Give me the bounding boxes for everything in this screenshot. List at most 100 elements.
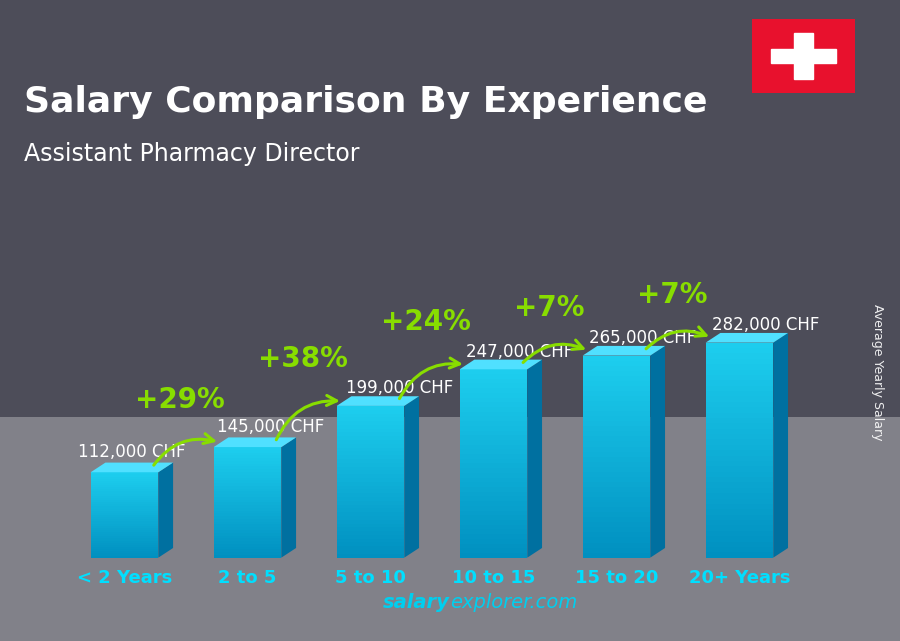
Bar	[337, 538, 404, 542]
Text: +29%: +29%	[135, 386, 225, 413]
Bar	[460, 454, 527, 459]
Bar	[582, 366, 651, 370]
Bar	[460, 388, 527, 393]
Bar	[213, 528, 282, 530]
Bar	[582, 528, 651, 533]
Bar	[213, 524, 282, 528]
Bar	[91, 551, 158, 553]
Bar	[337, 516, 404, 520]
Bar	[337, 524, 404, 528]
Bar	[337, 531, 404, 535]
Bar	[460, 397, 527, 403]
Bar	[213, 450, 282, 453]
Bar	[337, 478, 404, 482]
Bar	[91, 472, 158, 474]
Bar	[460, 553, 527, 558]
Bar	[582, 396, 651, 401]
Bar	[91, 532, 158, 534]
Bar	[460, 534, 527, 539]
Bar	[706, 429, 773, 434]
Bar	[582, 497, 651, 502]
Bar	[337, 429, 404, 433]
Bar	[582, 487, 651, 492]
Bar	[460, 393, 527, 397]
Bar	[213, 544, 282, 547]
Bar	[213, 455, 282, 458]
Bar	[91, 538, 158, 540]
Bar	[582, 472, 651, 477]
Text: Average Yearly Salary: Average Yearly Salary	[871, 304, 884, 440]
Bar	[460, 369, 527, 374]
Bar	[213, 472, 282, 475]
Bar	[460, 496, 527, 501]
Bar	[582, 442, 651, 447]
Bar	[706, 483, 773, 488]
Text: +24%: +24%	[381, 308, 471, 336]
Bar	[337, 474, 404, 478]
Bar	[582, 456, 651, 462]
Bar	[213, 499, 282, 503]
Polygon shape	[460, 360, 542, 369]
Bar	[582, 391, 651, 396]
Polygon shape	[337, 396, 419, 406]
Bar	[213, 533, 282, 535]
Polygon shape	[404, 396, 419, 558]
Bar	[460, 421, 527, 426]
Bar	[706, 423, 773, 429]
Bar	[582, 512, 651, 517]
Bar	[337, 440, 404, 444]
Bar	[91, 500, 158, 502]
Bar	[91, 549, 158, 551]
Bar	[91, 483, 158, 485]
Bar	[337, 410, 404, 413]
Bar	[460, 544, 527, 548]
Bar	[706, 472, 773, 477]
Bar	[91, 479, 158, 481]
Polygon shape	[158, 463, 173, 558]
Bar	[337, 451, 404, 455]
Bar	[706, 536, 773, 542]
Text: 199,000 CHF: 199,000 CHF	[346, 379, 453, 397]
Bar	[337, 554, 404, 558]
Bar	[91, 530, 158, 532]
Bar	[91, 508, 158, 511]
Bar	[91, 553, 158, 556]
Bar	[337, 504, 404, 508]
Bar	[337, 520, 404, 524]
Bar	[582, 451, 651, 456]
Bar	[582, 467, 651, 472]
Bar	[213, 463, 282, 467]
Bar	[582, 542, 651, 547]
Bar	[706, 418, 773, 423]
Bar	[91, 540, 158, 543]
Bar	[337, 413, 404, 417]
Bar	[213, 480, 282, 483]
Bar	[582, 421, 651, 426]
Bar	[460, 383, 527, 388]
Bar	[706, 402, 773, 407]
Bar	[460, 374, 527, 379]
Bar	[460, 520, 527, 525]
Bar	[582, 431, 651, 437]
Bar	[460, 482, 527, 487]
Bar	[706, 413, 773, 418]
Polygon shape	[282, 437, 296, 558]
Bar	[213, 447, 282, 450]
Bar	[582, 477, 651, 482]
Text: salary: salary	[383, 593, 450, 612]
Bar	[213, 503, 282, 505]
Text: 112,000 CHF: 112,000 CHF	[77, 442, 185, 461]
Bar	[337, 447, 404, 451]
Bar	[460, 539, 527, 544]
Bar	[337, 467, 404, 470]
Bar	[460, 426, 527, 431]
Bar	[91, 495, 158, 498]
Bar	[460, 525, 527, 529]
Bar	[337, 489, 404, 493]
Bar	[91, 474, 158, 476]
Bar	[91, 521, 158, 524]
Bar	[337, 550, 404, 554]
Bar	[460, 492, 527, 497]
Bar	[460, 407, 527, 412]
Bar	[582, 502, 651, 507]
